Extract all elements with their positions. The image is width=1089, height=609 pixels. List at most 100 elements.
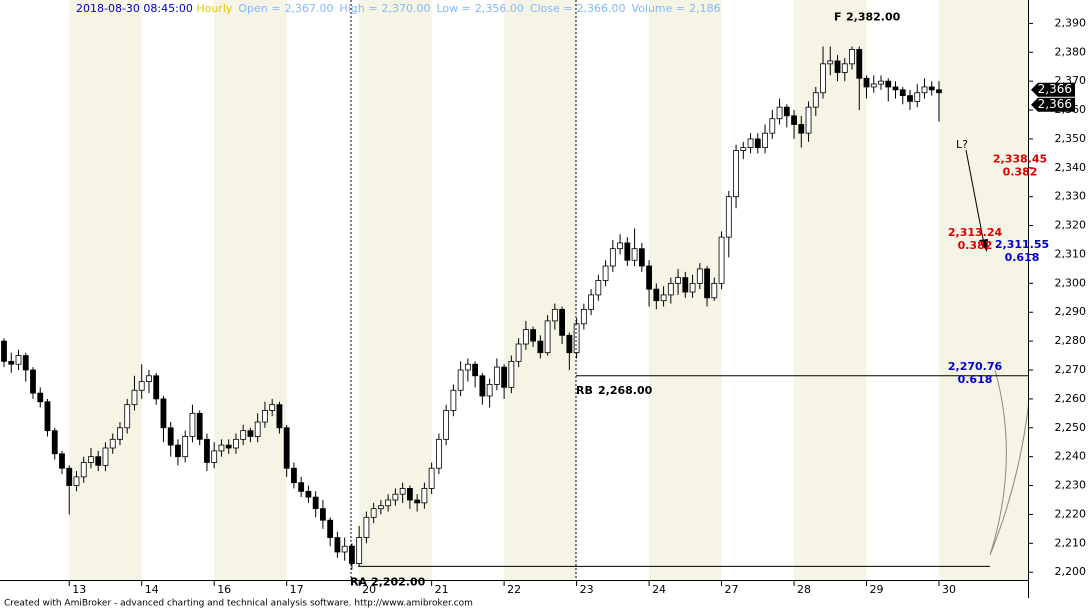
candle-body [370, 508, 377, 518]
candle-body [117, 427, 123, 440]
candle-body [291, 467, 297, 484]
x-tick-label: 13 [72, 583, 86, 596]
candle-body [66, 467, 73, 486]
x-tick-label: 14 [145, 583, 159, 596]
y-tick-label: 2,320 [1055, 219, 1087, 232]
candle-body [602, 265, 609, 281]
y-tick-label: 2,250 [1055, 421, 1087, 434]
candle-body [486, 384, 493, 397]
candle-body [885, 80, 892, 88]
candle-body [428, 467, 435, 489]
candle-body [769, 118, 776, 134]
candle-body [218, 444, 225, 452]
candle-body [138, 381, 145, 391]
candle-body [95, 456, 102, 466]
candle-body [341, 545, 348, 553]
candle-body [660, 294, 667, 302]
y-tick-label: 2,270 [1055, 363, 1087, 376]
annotation-label: RA [350, 575, 367, 588]
x-tick-label: 30 [942, 583, 956, 596]
arrow [965, 149, 985, 245]
y-tick-label: 2,220 [1055, 507, 1087, 520]
candle-body [878, 80, 884, 85]
candle-body [298, 482, 305, 492]
candle-body [182, 436, 189, 458]
arrow-head [979, 239, 988, 252]
candle-body [559, 308, 566, 336]
candle-body [689, 282, 696, 293]
fib-value: 2,338.45 [993, 152, 1047, 165]
candle-body [327, 519, 334, 538]
candle-body [211, 450, 218, 463]
x-tick-label: 16 [217, 583, 231, 596]
candle-body [392, 493, 399, 501]
y-tick-label: 2,330 [1055, 190, 1087, 203]
annotation-value: 2,202.00 [371, 575, 426, 588]
candle-body [820, 63, 826, 94]
candle-body [740, 147, 747, 151]
header-field-value: 2,367.00 [284, 2, 333, 15]
candle-body [653, 288, 660, 302]
price-label: 2,366 [1038, 97, 1072, 111]
candle-body [88, 456, 94, 463]
candle-body [320, 508, 326, 521]
candle-body [907, 95, 913, 102]
candle-body [305, 490, 312, 498]
candle-body [312, 496, 319, 510]
annotation-label: L? [956, 138, 968, 151]
candle-body [566, 334, 573, 354]
candle-body [283, 427, 290, 469]
candle-body [109, 438, 116, 449]
candle-body [363, 516, 370, 538]
candle-body [1, 340, 7, 362]
candle-body [696, 268, 703, 284]
candle-body [827, 60, 834, 65]
candle-body [725, 196, 732, 238]
x-tick-label: 27 [725, 583, 739, 596]
candle-body [501, 366, 508, 388]
y-tick-label: 2,240 [1055, 450, 1087, 463]
y-tick-label: 2,300 [1055, 276, 1087, 289]
x-axis-area [0, 580, 1028, 598]
candle-body [146, 375, 152, 382]
candle-body [762, 132, 768, 148]
candle-body [196, 412, 203, 440]
candle-body [457, 369, 464, 391]
header-field-name: Close = [530, 2, 573, 15]
candle-body [646, 265, 652, 290]
header-field-name: Low = [436, 2, 470, 15]
candle-body [841, 63, 848, 73]
x-tick-label: 22 [507, 583, 521, 596]
candle-body [508, 360, 515, 388]
candle-body [776, 106, 783, 120]
header-field-name: High = [339, 2, 377, 15]
y-tick-label: 2,290 [1055, 305, 1087, 318]
header: 2018-08-30 08:45:00 Hourly Open = 2,367.00… [76, 2, 721, 15]
candle-body [269, 404, 276, 411]
candle-body [928, 86, 935, 91]
candle-body [805, 106, 812, 134]
candle-body [59, 453, 65, 469]
candle-body [515, 343, 522, 362]
header-field-name: Open = [238, 2, 280, 15]
x-tick-label: 17 [290, 583, 304, 596]
candle-body [812, 92, 819, 108]
candle-body [667, 282, 674, 296]
y-tick-label: 2,390 [1055, 16, 1087, 29]
candle-body [638, 248, 645, 267]
candle-body [102, 447, 109, 466]
candle-body [73, 476, 80, 486]
candle-body [718, 236, 725, 284]
y-tick-label: 2,230 [1055, 479, 1087, 492]
candle-body [733, 150, 739, 198]
fib-value: 2,270.76 [948, 360, 1003, 373]
annotation-value: 2,268.00 [598, 384, 653, 397]
annotation-value: 2,382.00 [846, 11, 901, 24]
price-marker [1031, 97, 1075, 112]
candle-body [240, 430, 247, 440]
candle-body [22, 355, 29, 371]
candle-body [399, 488, 406, 495]
candle-body [443, 410, 450, 440]
x-tick-label: 20 [362, 583, 376, 596]
candle-body [798, 124, 805, 134]
